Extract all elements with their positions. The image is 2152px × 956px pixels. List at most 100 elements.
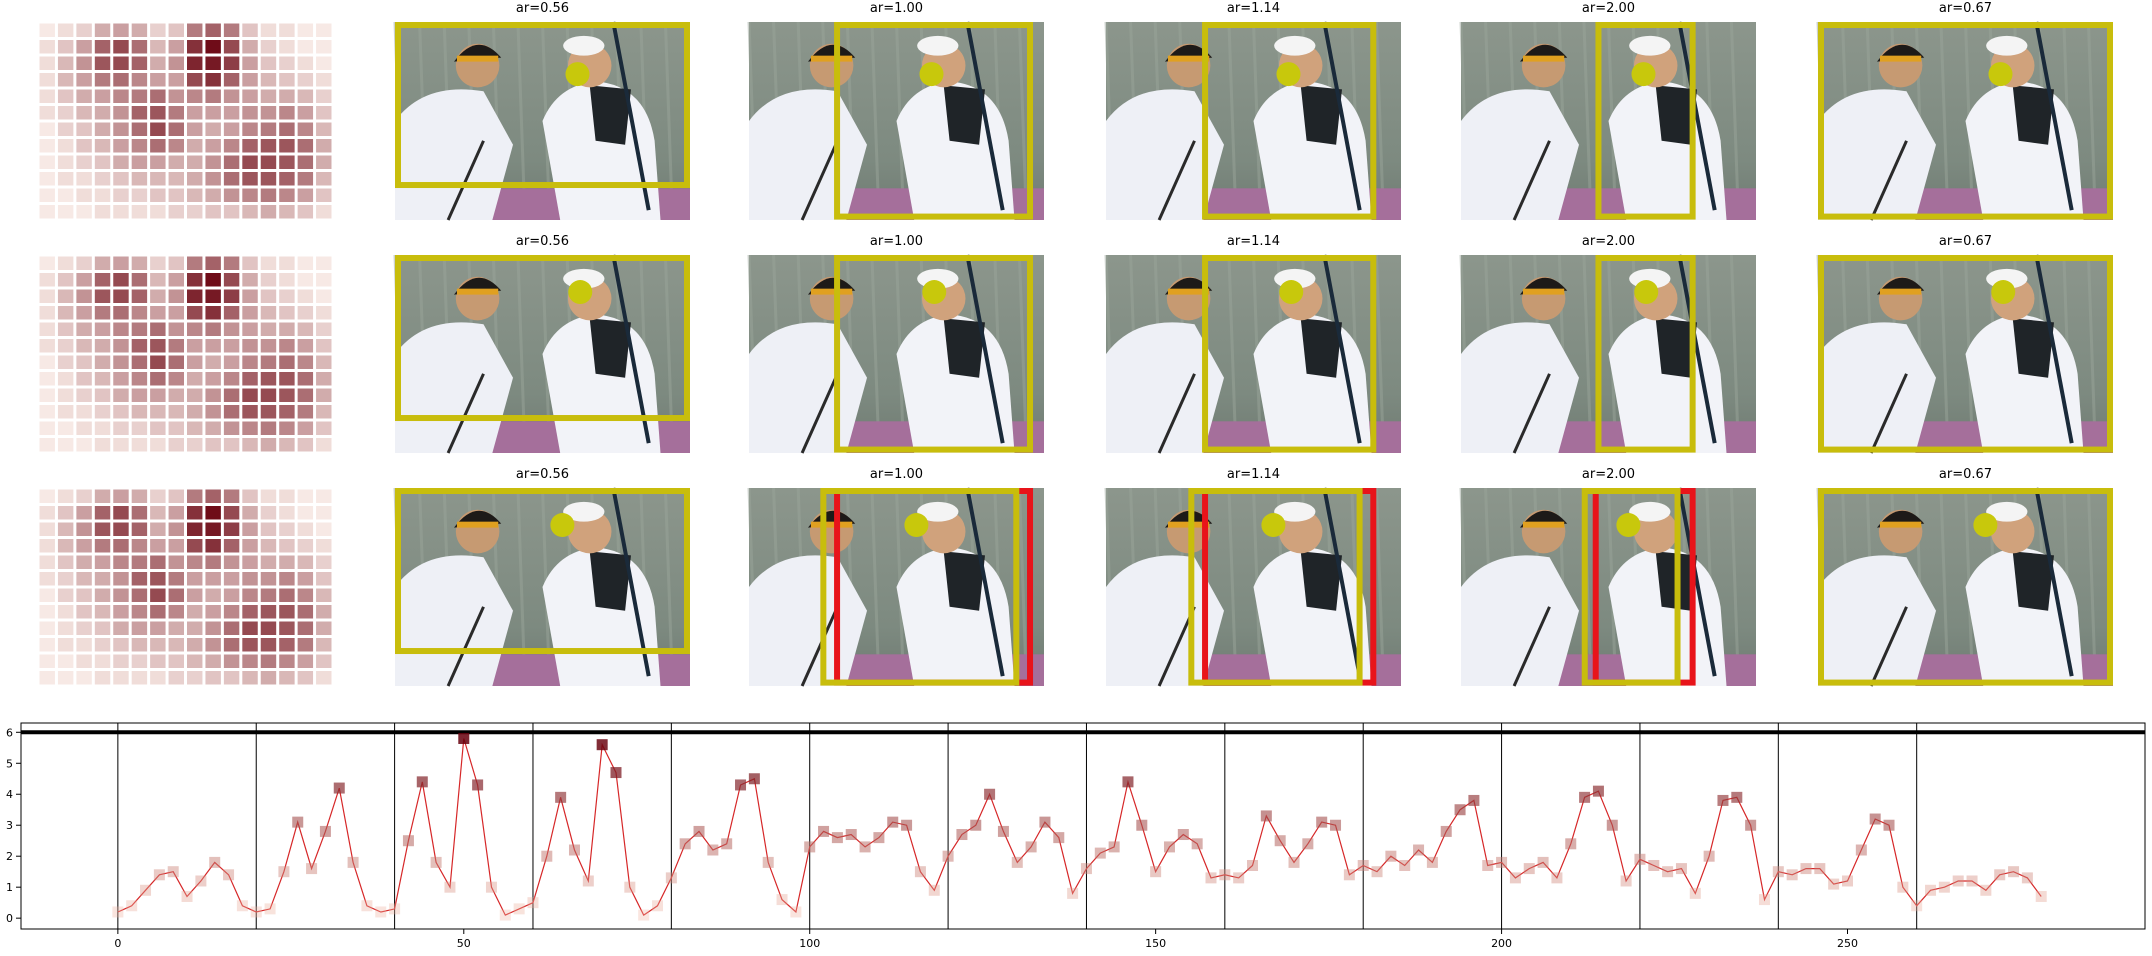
data-marker (126, 900, 138, 912)
y-tick-label: 2 (6, 850, 13, 863)
heatmap-cell (39, 172, 55, 186)
data-marker (250, 906, 262, 918)
data-marker (1122, 776, 1134, 788)
heatmap-cell (39, 421, 55, 435)
heatmap (39, 256, 332, 452)
photo-stripe (1017, 487, 1027, 657)
data-marker (347, 856, 359, 868)
heatmap-cell (168, 155, 184, 169)
heatmap-cell (279, 388, 295, 402)
photo-stripe (1729, 254, 1739, 424)
data-marker (264, 903, 276, 915)
data-marker (319, 825, 331, 837)
heatmap-cell (223, 289, 240, 303)
person-left (1461, 322, 1579, 453)
heatmap-cell (131, 139, 148, 153)
panel-title: ar=0.56 (516, 467, 569, 482)
headband (456, 288, 499, 295)
heatmap-cell (223, 322, 240, 336)
heatmap-cell (316, 539, 332, 553)
heatmap-cell (150, 23, 166, 37)
data-marker (1440, 825, 1452, 837)
heatmap-cell (260, 522, 277, 536)
heatmap-cell (223, 506, 240, 520)
heatmap-cell (168, 522, 184, 536)
heatmap-cell (316, 172, 332, 186)
heatmap-cell (39, 56, 55, 70)
heatmap-cell (297, 339, 314, 353)
heatmap-cell (297, 122, 314, 136)
heatmap-cell (168, 438, 184, 452)
heatmap-cell (187, 40, 203, 54)
arrows (1869, 140, 1908, 221)
heatmap-cell (76, 605, 92, 619)
heatmap-cell (316, 256, 332, 270)
heatmap-cell (205, 273, 221, 287)
photo-stripe (2086, 254, 2096, 424)
heatmap-cell (187, 572, 203, 586)
vest (1655, 318, 1697, 378)
photo-stripe (1374, 21, 1384, 191)
heatmap-cell (223, 172, 240, 186)
heatmap-cell (150, 572, 166, 586)
heatmap-cell (76, 506, 92, 520)
heatmap-cell (39, 289, 55, 303)
heatmap-cell (113, 638, 129, 652)
heatmap-cell (297, 372, 314, 386)
heatmap-cell (150, 256, 166, 270)
data-marker (1938, 881, 1950, 893)
data-marker (845, 829, 857, 841)
heatmap-cell (168, 355, 184, 369)
heatmap-cell (168, 671, 184, 685)
heatmap-cell (260, 506, 277, 520)
heatmap-cell (150, 40, 166, 54)
arrows (1512, 373, 1551, 454)
heatmap-cell (316, 438, 332, 452)
heatmap-cell (316, 621, 332, 635)
heatmap-cell (205, 106, 221, 120)
heatmap-cell (57, 273, 74, 287)
data-marker (1468, 794, 1480, 806)
photo-stripe (895, 487, 904, 657)
panel-title: ar=2.00 (1582, 1, 1635, 16)
heatmap-cell (168, 139, 184, 153)
heatmap-cell (316, 339, 332, 353)
data-marker (1219, 869, 1231, 881)
data-marker (679, 838, 691, 850)
heatmap-cell (150, 172, 166, 186)
data-marker (596, 739, 608, 751)
heatmap-cell (187, 489, 203, 503)
cap (563, 35, 605, 56)
heatmap-cell (316, 421, 332, 435)
heatmap-cell (76, 372, 92, 386)
photo-stripe (1374, 487, 1384, 657)
heatmap-cell (113, 506, 129, 520)
heatmap-cell (242, 372, 258, 386)
heatmap-cell (113, 355, 129, 369)
heatmap-cell (150, 306, 166, 320)
heatmap-cell (260, 654, 277, 668)
heatmap-cell (39, 40, 55, 54)
heatmap-cell (297, 289, 314, 303)
data-marker (1274, 835, 1286, 847)
heatmap-cell (205, 155, 221, 169)
heatmap-cell (279, 106, 295, 120)
heatmap-cell (242, 89, 258, 103)
heatmap-cell (205, 671, 221, 685)
panel-title: ar=1.14 (1227, 1, 1280, 16)
heatmap-cell (260, 605, 277, 619)
data-marker (1330, 819, 1342, 831)
gaze-point (919, 62, 944, 87)
heatmap-cell (205, 405, 221, 419)
data-marker (997, 825, 1009, 837)
data-marker (375, 906, 387, 918)
data-marker (1717, 794, 1729, 806)
heatmap-cell (94, 438, 111, 452)
heatmap-cell (76, 188, 92, 202)
photo (393, 487, 690, 687)
data-marker (430, 856, 442, 868)
heatmap-cell (223, 588, 240, 602)
gaze-point (1991, 280, 2016, 305)
heatmap-cell (279, 638, 295, 652)
data-marker (970, 819, 982, 831)
